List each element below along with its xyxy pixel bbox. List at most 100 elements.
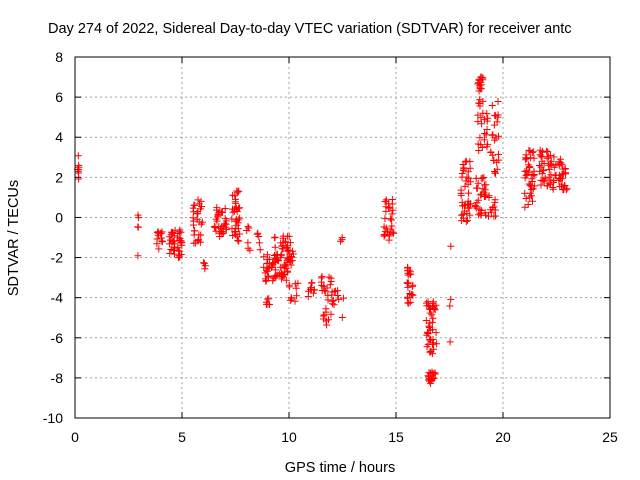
data-point: [256, 246, 264, 254]
data-point: [234, 187, 242, 195]
y-tick-label: 4: [55, 129, 63, 145]
data-point: [265, 263, 273, 271]
data-point: [233, 221, 241, 229]
data-point: [278, 251, 286, 259]
data-point: [463, 210, 471, 217]
data-point: [190, 231, 198, 239]
data-point: [462, 157, 470, 165]
data-point: [543, 147, 551, 155]
data-point: [560, 170, 568, 178]
data-point: [465, 204, 473, 212]
data-point: [233, 189, 241, 197]
data-point: [523, 155, 531, 162]
data-point: [475, 76, 483, 84]
data-point: [428, 311, 436, 319]
data-point: [293, 292, 301, 300]
data-point: [457, 191, 465, 199]
data-point: [556, 160, 564, 168]
data-point: [525, 180, 533, 188]
data-point: [327, 310, 335, 318]
grid: [75, 57, 610, 418]
data-point: [245, 224, 253, 232]
data-point: [476, 84, 484, 92]
data-point: [232, 195, 239, 203]
y-tick-label: -10: [43, 410, 63, 426]
y-tick-label: -6: [51, 330, 64, 346]
data-point: [134, 211, 142, 219]
data-point: [480, 136, 488, 144]
data-point: [216, 207, 224, 215]
data-point: [464, 197, 472, 205]
data-point: [429, 340, 436, 348]
chart-title: Day 274 of 2022, Sidereal Day-to-day VTE…: [48, 21, 572, 37]
data-point: [429, 326, 436, 334]
x-tick-label: 5: [178, 429, 186, 445]
data-point: [189, 204, 197, 212]
data-point: [134, 223, 142, 231]
data-point: [464, 216, 471, 224]
data-point: [559, 165, 567, 173]
data-point: [280, 239, 288, 246]
data-point: [382, 207, 390, 215]
data-point: [466, 178, 474, 186]
data-point: [477, 85, 485, 93]
data-point: [480, 174, 488, 181]
data-point: [458, 211, 466, 219]
data-point: [494, 98, 502, 105]
data-point: [538, 157, 546, 165]
data-point: [310, 286, 318, 294]
data-point: [171, 250, 178, 258]
data-point: [482, 192, 489, 200]
data-point: [544, 153, 552, 161]
data-point: [550, 178, 557, 186]
data-point: [197, 197, 205, 205]
data-point: [481, 130, 489, 137]
data-point: [273, 271, 281, 279]
x-tick-label: 20: [495, 429, 511, 445]
data-point: [263, 251, 271, 259]
data-point: [279, 271, 287, 279]
data-point: [490, 121, 498, 129]
data-point: [464, 168, 472, 176]
data-point: [271, 233, 279, 241]
data-point: [260, 253, 268, 261]
data-point: [214, 213, 222, 221]
data-point: [274, 256, 281, 264]
data-point: [536, 167, 544, 175]
data-point: [425, 336, 433, 344]
data-point: [213, 217, 221, 225]
data-point: [425, 376, 432, 384]
data-point: [189, 214, 197, 222]
data-point: [478, 120, 486, 128]
data-point: [425, 322, 433, 330]
data-point: [446, 302, 454, 310]
data-point: [200, 259, 208, 267]
data-point: [479, 74, 487, 82]
data-point: [327, 278, 335, 285]
data-point: [197, 205, 204, 213]
data-point: [479, 97, 487, 105]
y-tick-label: 8: [55, 49, 63, 65]
data-point: [134, 252, 142, 260]
data-point: [283, 254, 291, 262]
data-point: [429, 314, 437, 322]
data-point: [338, 236, 346, 244]
data-point: [154, 229, 162, 236]
data-point: [381, 231, 389, 239]
data-point: [285, 283, 293, 291]
data-point: [176, 247, 184, 255]
data-point: [190, 239, 198, 247]
data-point: [279, 234, 287, 242]
data-point: [264, 265, 272, 273]
data-point: [474, 80, 482, 88]
data-point: [466, 211, 474, 219]
data-point: [483, 143, 491, 151]
data-point: [382, 224, 390, 232]
data-point: [404, 264, 411, 272]
data-point: [406, 270, 414, 278]
data-point: [433, 340, 441, 348]
data-point: [201, 265, 209, 273]
data-point: [385, 236, 393, 244]
data-point: [403, 293, 411, 301]
data-point: [555, 161, 563, 169]
